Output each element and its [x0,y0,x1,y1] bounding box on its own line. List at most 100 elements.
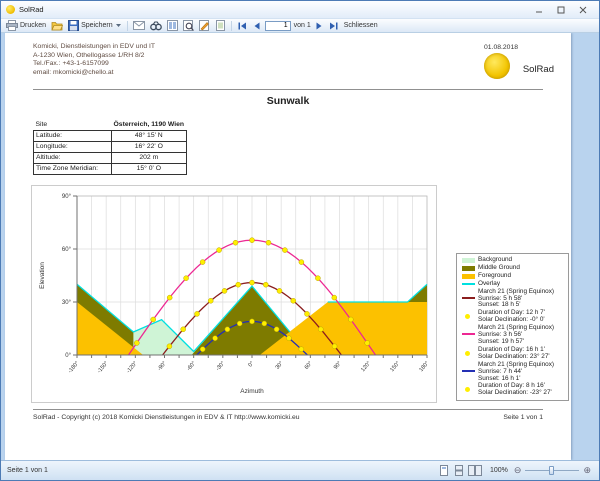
minimize-button[interactable] [528,3,550,17]
window-title: SolRad [19,5,528,14]
site-table-row: Latitude:48° 15' N [34,130,187,141]
zoom-page-button[interactable] [182,20,195,32]
site-table-row: Longitude:16° 22' O [34,141,187,152]
legend-swatch-marker-icon [462,274,475,279]
site-row-label: Altitude: [34,152,112,163]
zoom-in-button[interactable]: ⊕ [583,466,591,475]
svg-text:30°: 30° [62,300,72,306]
toolbar-separator [127,21,128,31]
legend-item: Duration of Day: 16 h 1'Solar Declinatio… [461,347,565,361]
svg-text:30°: 30° [275,360,285,370]
site-table-body: Latitude:48° 15' NLongitude:16° 22' OAlt… [34,130,187,174]
solrad-logo-icon [484,53,510,79]
legend-line-marker-icon [462,297,475,299]
svg-text:0°: 0° [65,353,71,359]
svg-text:150°: 150° [389,360,401,373]
last-page-button[interactable] [328,20,340,32]
site-table: Site Österreich, 1190 Wien Latitude:48° … [33,119,187,175]
save-button[interactable]: Speichern [67,20,123,32]
close-preview-button[interactable]: Schliessen [343,20,379,32]
open-button[interactable] [50,20,64,32]
legend-item-text: March 21 (Spring Equinox)Sunrise: 7 h 44… [478,362,554,383]
site-row-label: Latitude: [34,130,112,141]
svg-text:60°: 60° [304,360,314,370]
printer-icon [6,20,18,31]
legend-dot-marker-icon [465,387,470,392]
svg-text:Azimuth: Azimuth [240,388,264,395]
toolbar: Drucken Speichern [1,19,599,33]
app-window: SolRad Drucken [0,0,600,481]
svg-text:-120°: -120° [126,360,139,374]
svg-text:Elevation: Elevation [39,262,46,289]
site-value: Österreich, 1190 Wien [112,119,187,130]
svg-text:-90°: -90° [157,360,168,372]
svg-text:90°: 90° [333,360,343,370]
legend-item: Foreground [461,273,565,280]
continuous-view-icon [453,465,465,476]
legend-item-text: Background [478,257,512,264]
save-dropdown-caret-icon [115,23,122,28]
edit-page-button[interactable] [198,20,211,32]
site-table-row: Time Zone Meridian:15° 0' O [34,163,187,174]
company-line: email: mkomicki@chello.at [33,69,155,78]
report-date: 01.08.2018 [484,44,554,51]
single-page-view-button[interactable] [438,465,450,476]
save-label: Speichern [81,22,113,29]
toolbar-separator [231,21,232,31]
legend-line-marker-icon [462,333,475,335]
legend-swatch-marker-icon [462,258,475,263]
svg-text:180°: 180° [418,360,430,373]
legend-item: March 21 (Spring Equinox)Sunrise: 3 h 56… [461,325,565,346]
brand-name: SolRad [523,64,554,75]
page-setup-button[interactable] [166,20,179,32]
chart-legend: BackgroundMiddle GroundForegroundOverlay… [456,253,569,401]
continuous-view-button[interactable] [453,465,465,476]
title-bar: SolRad [1,1,599,19]
watermark-button[interactable] [214,20,227,32]
legend-item-text: Foreground [478,273,511,280]
find-button[interactable] [149,20,163,32]
page-icon [215,20,226,31]
legend-dot-marker-icon [465,351,470,356]
save-icon [68,20,79,31]
zoom-slider-thumb[interactable] [549,466,554,475]
next-page-button[interactable] [314,20,325,32]
close-icon [579,6,587,14]
first-page-button[interactable] [236,20,248,32]
previous-page-button[interactable] [251,20,262,32]
svg-text:-30°: -30° [215,360,226,372]
svg-text:90°: 90° [62,194,72,200]
legend-item: Middle Ground [461,265,565,272]
legend-item-text: March 21 (Spring Equinox)Sunrise: 3 h 56… [478,325,554,346]
facing-pages-view-button[interactable] [468,465,482,476]
site-table-header-row: Site Österreich, 1190 Wien [34,119,187,130]
legend-item: Overlay [461,281,565,288]
page-number-input[interactable] [265,21,291,31]
facing-pages-view-icon [468,465,482,476]
site-row-value: 48° 15' N [112,130,187,141]
svg-text:60°: 60° [62,247,72,253]
zoom-out-button[interactable]: ⊖ [514,466,522,475]
binoculars-icon [150,21,162,31]
report-page: Komicki, Dienstleistungen in EDV und IT … [5,33,571,460]
email-button[interactable] [132,20,146,32]
previous-page-icon [252,21,261,31]
legend-item-text: Middle Ground [478,265,520,272]
legend-item-text: Duration of Day: 8 h 16'Solar Declinatio… [478,383,552,397]
footer-rule [33,409,543,410]
site-row-value: 202 m [112,152,187,163]
legend-line-marker-icon [462,283,475,285]
close-preview-label: Schliessen [344,22,378,29]
edit-page-icon [199,20,210,31]
maximize-button[interactable] [550,3,572,17]
preview-area: Komicki, Dienstleistungen in EDV und IT … [1,33,599,460]
legend-item-text: Duration of Day: 12 h 7'Solar Declinatio… [478,310,545,324]
print-button[interactable]: Drucken [5,20,47,32]
zoom-slider[interactable] [525,466,579,475]
close-button[interactable] [572,3,594,17]
legend-swatch-marker-icon [462,266,475,271]
minimize-icon [535,6,543,14]
legend-line-marker-icon [462,370,475,372]
legend-item-text: Overlay [478,281,500,288]
site-label: Site [34,119,112,130]
